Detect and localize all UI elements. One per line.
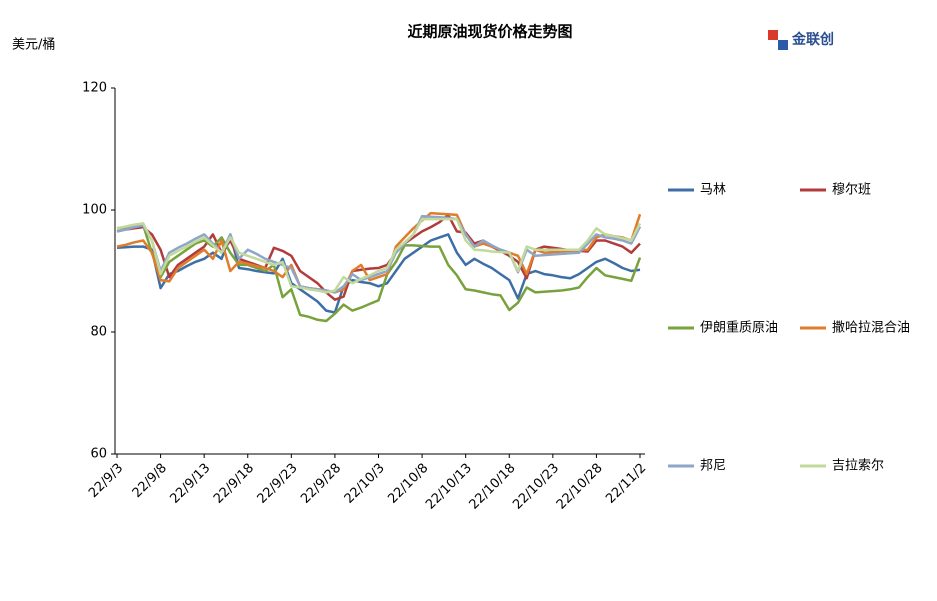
y-tick-label: 80 [90, 325, 107, 340]
y-tick-label: 120 [82, 81, 107, 96]
legend-label: 邦尼 [700, 459, 726, 474]
logo-text: 金联创 [791, 31, 834, 48]
series-line [116, 213, 641, 301]
logo: 金联创 [768, 30, 834, 50]
y-tick-label: 60 [90, 447, 107, 462]
legend-label: 穆尔班 [832, 183, 871, 198]
series-line [116, 233, 641, 314]
series-line [116, 217, 642, 294]
series-line [116, 214, 642, 294]
logo-mark [768, 30, 778, 40]
series-line [116, 211, 642, 294]
legend-label: 伊朗重质原油 [700, 320, 778, 336]
chart-title: 近期原油现货价格走势图 [407, 23, 572, 41]
y-tick-label: 100 [82, 203, 107, 218]
logo-mark [778, 40, 788, 50]
legend-label: 撒哈拉混合油 [832, 320, 910, 336]
y-axis-label: 美元/桶 [12, 38, 55, 53]
legend-label: 吉拉索尔 [832, 459, 884, 474]
series-line [116, 224, 642, 323]
legend-label: 马林 [700, 183, 726, 198]
